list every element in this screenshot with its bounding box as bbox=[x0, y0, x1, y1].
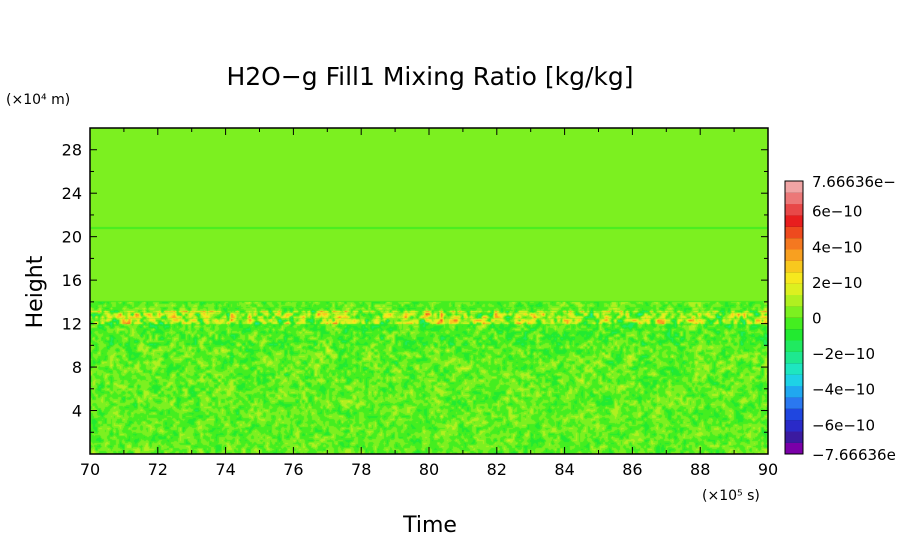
x-tick-label: 72 bbox=[148, 460, 168, 479]
colorbar-segment bbox=[785, 419, 803, 432]
colorbar-segment bbox=[785, 340, 803, 352]
x-tick-label: 70 bbox=[80, 460, 100, 479]
heatmap-field bbox=[90, 128, 768, 454]
colorbar-segment bbox=[785, 226, 803, 239]
x-tick-label: 90 bbox=[758, 460, 778, 479]
colorbar-segment bbox=[785, 442, 803, 455]
x-tick-label: 84 bbox=[554, 460, 574, 479]
colorbar-frame bbox=[784, 180, 804, 455]
colorbar-label: −4e−10 bbox=[812, 381, 875, 399]
colorbar-labels: 7.66636e− 6e−10 4e−10 2e−10 0 −2e−10 −4e−10 −6e… bbox=[812, 173, 896, 464]
x-tick-label: 88 bbox=[690, 460, 710, 479]
x-axis-unit: (×10⁵ s) bbox=[702, 488, 760, 504]
y-tick-label: 20 bbox=[62, 228, 82, 247]
colorbar-segment bbox=[785, 351, 803, 364]
colorbar-segment bbox=[785, 374, 803, 387]
colorbar-label: 6e−10 bbox=[812, 203, 862, 221]
x-tick-label: 78 bbox=[351, 460, 371, 479]
colorbar-label: −6e−10 bbox=[812, 416, 875, 434]
colorbar-segment bbox=[785, 328, 803, 341]
x-axis-label: Time bbox=[402, 513, 457, 538]
x-axis: 70 72 74 76 78 80 82 84 86 88 90 bbox=[80, 128, 778, 479]
y-axis-unit: (×10⁴ m) bbox=[6, 92, 70, 108]
colorbar-segment bbox=[785, 192, 803, 205]
colorbar-segment bbox=[785, 431, 803, 443]
y-axis: 4 8 12 16 20 24 28 bbox=[62, 141, 768, 433]
colorbar-label: 4e−10 bbox=[812, 238, 862, 256]
colorbar-segment bbox=[785, 260, 803, 273]
y-tick-label: 24 bbox=[62, 184, 82, 203]
y-tick-label: 28 bbox=[62, 141, 82, 160]
colorbar-segment bbox=[785, 215, 803, 227]
colorbar-segment bbox=[785, 181, 803, 193]
y-axis-label: Height bbox=[23, 255, 48, 328]
y-tick-label: 8 bbox=[72, 358, 82, 377]
colorbar-label: 0 bbox=[812, 310, 822, 328]
colorbar-segment bbox=[785, 306, 803, 318]
y-tick-label: 12 bbox=[62, 315, 82, 334]
colorbar-segment bbox=[785, 283, 803, 296]
y-tick-label: 16 bbox=[62, 271, 82, 290]
colorbar-segment bbox=[785, 203, 803, 216]
colorbar bbox=[784, 180, 804, 455]
colorbar-segment bbox=[785, 385, 803, 398]
chart-title: H2O−g Fill1 Mixing Ratio [kg/kg] bbox=[226, 62, 633, 91]
colorbar-segment bbox=[785, 317, 803, 330]
colorbar-segment bbox=[785, 272, 803, 284]
colorbar-segment bbox=[785, 363, 803, 375]
heatmap-area bbox=[89, 127, 769, 455]
colorbar-segment bbox=[785, 408, 803, 421]
x-tick-label: 74 bbox=[215, 460, 235, 479]
colorbar-label: 7.66636e− bbox=[812, 173, 896, 191]
colorbar-segment bbox=[785, 237, 803, 250]
colorbar-segment bbox=[785, 249, 803, 261]
x-tick-label: 82 bbox=[487, 460, 507, 479]
colorbar-segment bbox=[785, 397, 803, 409]
x-tick-label: 86 bbox=[622, 460, 642, 479]
x-tick-label: 76 bbox=[283, 460, 303, 479]
colorbar-segment bbox=[785, 294, 803, 307]
y-tick-label: 4 bbox=[72, 402, 82, 421]
colorbar-label: −2e−10 bbox=[812, 345, 875, 363]
colorbar-label: −7.66636e bbox=[812, 446, 896, 464]
colorbar-label: 2e−10 bbox=[812, 274, 862, 292]
x-tick-label: 80 bbox=[419, 460, 439, 479]
